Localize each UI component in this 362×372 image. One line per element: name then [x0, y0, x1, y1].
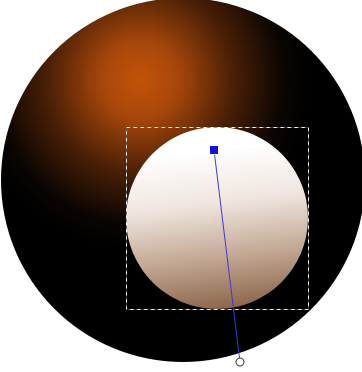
selection-box-shadow	[126, 127, 309, 310]
gradient-start-handle-icon[interactable]	[209, 145, 219, 155]
gradient-vector-line[interactable]	[213, 149, 241, 363]
gradient-end-handle-icon[interactable]	[235, 357, 245, 367]
small-sphere[interactable]	[126, 127, 308, 309]
